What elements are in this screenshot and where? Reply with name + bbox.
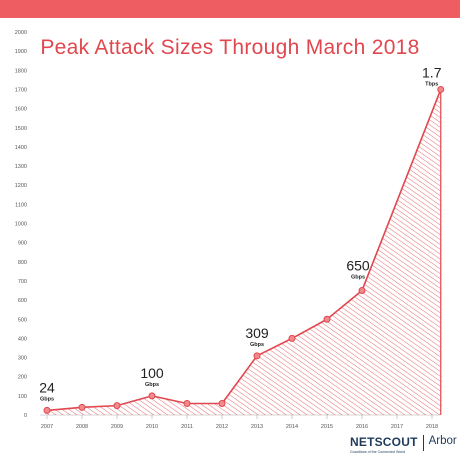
data-point xyxy=(437,85,445,93)
y-tick-label: 1100 xyxy=(15,202,27,208)
chart-title: Peak Attack Sizes Through March 2018 xyxy=(40,36,420,59)
brand-logo: NETSCOUT Guardians of the Connected Worl… xyxy=(350,435,457,454)
annotation-value: 1.7 xyxy=(422,64,442,80)
data-point xyxy=(288,334,296,342)
annotation-unit: Gbps xyxy=(250,342,264,348)
annotation-unit: Tbps xyxy=(425,81,438,87)
y-tick-label: 1600 xyxy=(15,107,27,113)
y-tick-label: 700 xyxy=(18,279,27,285)
y-tick-label: 2000 xyxy=(15,30,27,36)
data-point xyxy=(78,403,86,411)
annotation-unit: Gbps xyxy=(351,275,365,281)
annotation-unit: Gbps xyxy=(145,382,159,388)
x-tick-label: 2012 xyxy=(216,424,228,430)
y-tick-label: 1300 xyxy=(15,164,27,170)
data-point xyxy=(218,400,226,408)
data-point xyxy=(183,400,191,408)
y-tick-label: 1700 xyxy=(15,87,27,93)
annotation-value: 650 xyxy=(346,258,370,274)
y-tick-label: 1200 xyxy=(15,183,27,189)
data-point xyxy=(323,315,331,323)
x-tick-label: 2007 xyxy=(41,424,53,430)
data-point xyxy=(113,402,121,410)
y-tick-label: 0 xyxy=(24,413,27,419)
y-tick-label: 900 xyxy=(18,241,27,247)
y-tick-label: 500 xyxy=(18,317,27,323)
y-tick-label: 600 xyxy=(18,298,27,304)
top-accent-bar xyxy=(0,0,460,18)
x-tick-label: 2015 xyxy=(321,424,333,430)
y-tick-label: 100 xyxy=(18,394,27,400)
annotation-value: 309 xyxy=(245,325,269,341)
x-tick-label: 2010 xyxy=(146,424,158,430)
annotation-unit: Gbps xyxy=(40,396,54,402)
x-tick-label: 2017 xyxy=(391,424,403,430)
y-tick-label: 800 xyxy=(18,260,27,266)
y-tick-label: 1900 xyxy=(15,49,27,55)
y-tick-label: 1400 xyxy=(15,145,27,151)
area-fill xyxy=(47,89,441,415)
netscout-tagline: Guardians of the Connected World xyxy=(350,450,406,454)
x-tick-label: 2018 xyxy=(426,424,438,430)
data-point xyxy=(43,406,51,414)
x-tick-label: 2008 xyxy=(76,424,88,430)
y-tick-label: 1800 xyxy=(15,68,27,74)
plot-area xyxy=(43,85,445,415)
x-tick-label: 2009 xyxy=(111,424,123,430)
y-tick-label: 1000 xyxy=(15,222,27,228)
y-tick-label: 400 xyxy=(18,336,27,342)
netscout-wordmark: NETSCOUT xyxy=(350,435,418,449)
data-point xyxy=(148,392,156,400)
x-tick-label: 2013 xyxy=(251,424,263,430)
x-tick-label: 2011 xyxy=(181,424,193,430)
data-point xyxy=(358,287,366,295)
brand-divider xyxy=(422,435,424,451)
data-point xyxy=(253,352,261,360)
y-tick-label: 300 xyxy=(18,356,27,362)
arbor-wordmark: Arbor xyxy=(428,435,457,447)
y-tick-label: 200 xyxy=(18,375,27,381)
y-tick-label: 1500 xyxy=(15,126,27,132)
x-axis-ticks: 2007 2008 2009 2010 2011 2012 2013 2014 2015 2016… xyxy=(40,414,440,430)
x-tick-label: 2016 xyxy=(356,424,368,430)
x-tick-label: 2014 xyxy=(286,424,298,430)
y-axis-ticks: 0 100 200 300 400 500 600 700 800 900 1000 1100 1200… xyxy=(15,30,27,419)
annotation-value: 100 xyxy=(140,365,164,381)
annotation-value: 24 xyxy=(39,379,55,395)
